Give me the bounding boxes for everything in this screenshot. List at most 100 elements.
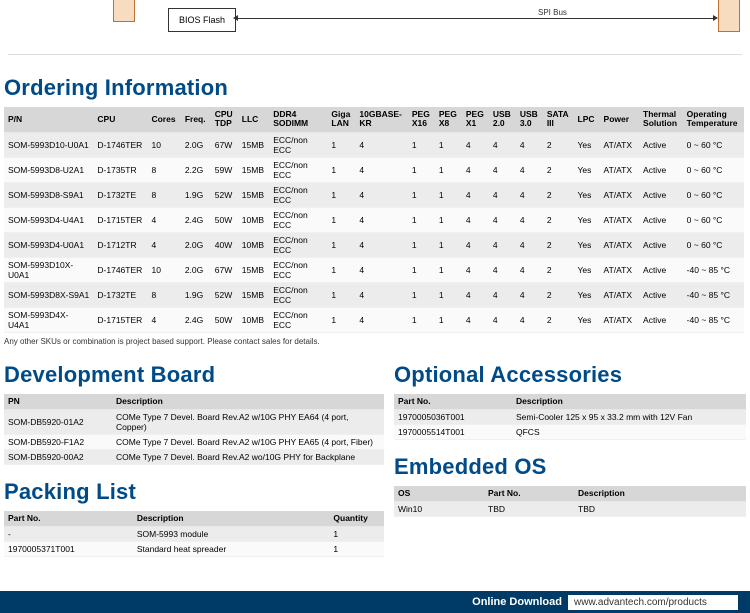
table-cell: Active <box>639 182 683 207</box>
spi-bus-line <box>236 18 714 19</box>
table-cell: AT/ATX <box>600 307 640 332</box>
column-header: PN <box>4 394 112 410</box>
table-cell: 4 <box>355 307 408 332</box>
table-row: SOM-5993D10-U0A1D-1746TER102.0G67W15MBEC… <box>4 132 744 157</box>
table-cell: Yes <box>574 132 600 157</box>
table-cell: SOM-5993D8X-S9A1 <box>4 282 93 307</box>
table-cell: 4 <box>516 232 543 257</box>
column-header: Part No. <box>394 394 512 410</box>
column-header: PEG X8 <box>435 107 462 132</box>
table-row: SOM-DB5920-01A2COMe Type 7 Devel. Board … <box>4 410 384 435</box>
os-table: OSPart No.Description Win10TBDTBD <box>394 486 746 517</box>
table-cell: ECC/non ECC <box>269 207 327 232</box>
column-header: PEG X1 <box>462 107 489 132</box>
table-cell: AT/ATX <box>600 257 640 282</box>
table-cell: D-1715TER <box>93 307 147 332</box>
table-cell: Active <box>639 132 683 157</box>
table-cell: SOM-DB5920-F1A2 <box>4 435 112 450</box>
table-cell: 4 <box>516 132 543 157</box>
table-row: SOM-5993D8-S9A1D-1732TE81.9G52W15MBECC/n… <box>4 182 744 207</box>
table-cell: Win10 <box>394 502 484 517</box>
table-cell: ECC/non ECC <box>269 282 327 307</box>
table-cell: 15MB <box>238 257 269 282</box>
table-cell: 4 <box>355 182 408 207</box>
table-cell: 1 <box>435 182 462 207</box>
table-cell: 2 <box>543 307 574 332</box>
footer-url[interactable]: www.advantech.com/products <box>568 595 738 610</box>
table-row: SOM-5993D8-U2A1D-1735TR82.2G59W15MBECC/n… <box>4 157 744 182</box>
table-cell: ECC/non ECC <box>269 182 327 207</box>
table-row: 1970005371T001Standard heat spreader1 <box>4 542 384 557</box>
table-cell: 1 <box>327 207 355 232</box>
table-cell: D-1712TR <box>93 232 147 257</box>
table-cell: SOM-5993 module <box>133 527 330 542</box>
table-cell: 2 <box>543 232 574 257</box>
table-cell: 1 <box>329 527 384 542</box>
table-cell: 4 <box>489 182 516 207</box>
table-cell: AT/ATX <box>600 157 640 182</box>
table-cell: 4 <box>355 132 408 157</box>
table-cell: 1 <box>408 307 435 332</box>
table-cell: 2.4G <box>181 207 211 232</box>
column-header: Operating Temperature <box>683 107 744 132</box>
table-cell: 1.9G <box>181 282 211 307</box>
table-cell: 4 <box>462 232 489 257</box>
bios-flash-box: BIOS Flash <box>168 8 236 32</box>
column-header: Description <box>512 394 746 410</box>
table-cell: 1 <box>327 282 355 307</box>
column-header: Part No. <box>4 511 133 527</box>
table-cell: Yes <box>574 182 600 207</box>
table-cell: 1 <box>327 132 355 157</box>
table-cell: -40 ~ 85 °C <box>683 282 744 307</box>
table-cell: Standard heat spreader <box>133 542 330 557</box>
table-cell: D-1732TE <box>93 182 147 207</box>
table-cell: 8 <box>147 182 180 207</box>
table-cell: SOM-5993D8-S9A1 <box>4 182 93 207</box>
table-cell: 1 <box>408 257 435 282</box>
table-cell: AT/ATX <box>600 182 640 207</box>
table-cell: Yes <box>574 232 600 257</box>
table-cell: AT/ATX <box>600 232 640 257</box>
table-cell: 4 <box>355 207 408 232</box>
column-header: OS <box>394 486 484 502</box>
table-cell: D-1732TE <box>93 282 147 307</box>
accessories-table: Part No.Description 1970005036T001Semi-C… <box>394 394 746 440</box>
table-cell: 1970005036T001 <box>394 410 512 425</box>
table-cell: Active <box>639 232 683 257</box>
table-cell: 1 <box>435 157 462 182</box>
table-cell: 1 <box>435 307 462 332</box>
table-cell: SOM-5993D4X-U4A1 <box>4 307 93 332</box>
table-cell: 15MB <box>238 182 269 207</box>
table-cell: 4 <box>355 232 408 257</box>
column-header: USB 3.0 <box>516 107 543 132</box>
heading-packing: Packing List <box>4 479 390 505</box>
table-cell: 40W <box>211 232 238 257</box>
ordering-table: P/NCPUCoresFreq.CPU TDPLLCDDR4 SODIMMGig… <box>4 107 744 333</box>
table-cell: 15MB <box>238 132 269 157</box>
column-header: LLC <box>238 107 269 132</box>
table-cell: 2 <box>543 282 574 307</box>
table-cell: Yes <box>574 157 600 182</box>
table-cell: 10 <box>147 257 180 282</box>
table-cell: 2 <box>543 132 574 157</box>
table-cell: 4 <box>516 182 543 207</box>
column-header: PEG X16 <box>408 107 435 132</box>
table-cell: 4 <box>489 232 516 257</box>
column-header: Quantity <box>329 511 384 527</box>
table-cell: 2 <box>543 157 574 182</box>
table-cell: SOM-5993D4-U0A1 <box>4 232 93 257</box>
table-cell: 2 <box>543 182 574 207</box>
table-cell: D-1735TR <box>93 157 147 182</box>
table-cell: 2 <box>543 257 574 282</box>
table-cell: ECC/non ECC <box>269 232 327 257</box>
table-cell: 4 <box>489 307 516 332</box>
devboard-table: PNDescription SOM-DB5920-01A2COMe Type 7… <box>4 394 384 465</box>
table-cell: 0 ~ 60 °C <box>683 207 744 232</box>
table-cell: 1 <box>408 157 435 182</box>
table-cell: 50W <box>211 207 238 232</box>
table-cell: QFCS <box>512 425 746 440</box>
bios-flash-label: BIOS Flash <box>179 15 225 25</box>
table-row: SOM-5993D4X-U4A1D-1715TER42.4G50W10MBECC… <box>4 307 744 332</box>
packing-table: Part No.DescriptionQuantity -SOM-5993 mo… <box>4 511 384 557</box>
table-cell: SOM-DB5920-00A2 <box>4 450 112 465</box>
